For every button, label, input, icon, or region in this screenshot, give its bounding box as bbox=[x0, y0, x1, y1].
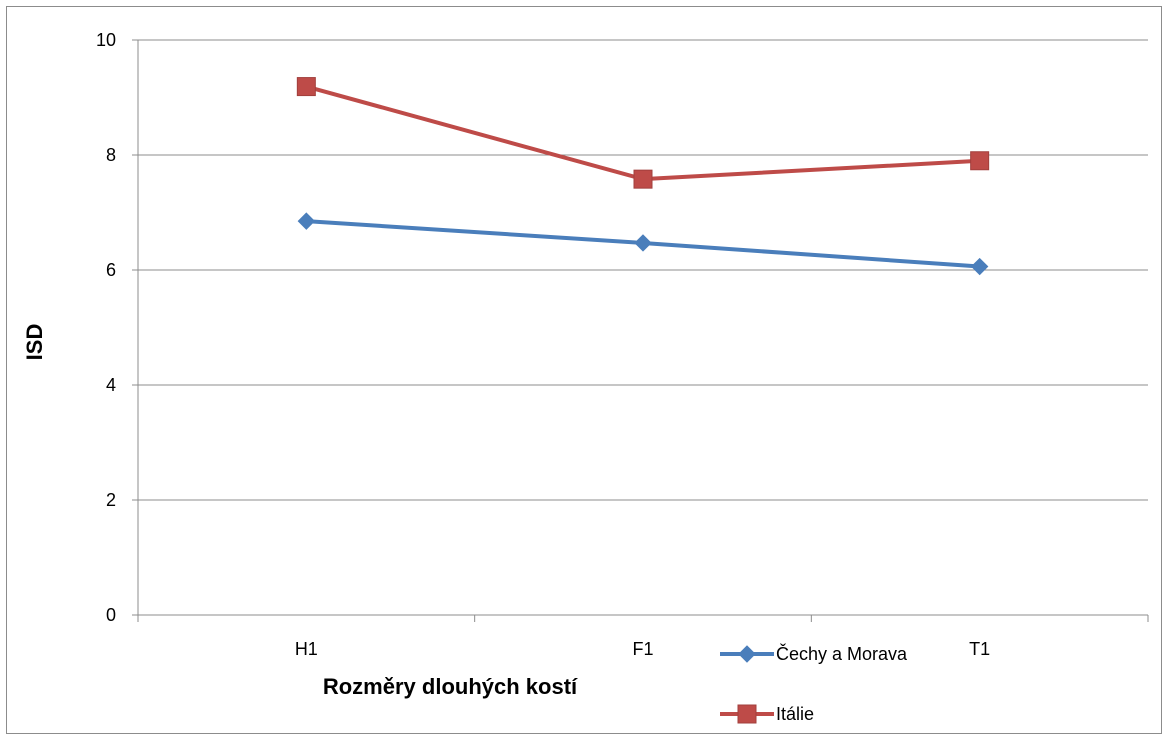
y-tick-label: 2 bbox=[106, 490, 116, 510]
x-tick-labels: H1 F1 T1 bbox=[295, 639, 990, 659]
legend-item: Itálie bbox=[720, 704, 814, 724]
y-tick-label: 8 bbox=[106, 145, 116, 165]
data-point bbox=[297, 212, 316, 230]
legend-marker bbox=[737, 704, 757, 724]
gridlines bbox=[138, 39, 1148, 501]
legend-label: Itálie bbox=[776, 704, 814, 724]
y-axis-title: ISD bbox=[22, 324, 47, 361]
data-point bbox=[970, 151, 990, 171]
series-layer bbox=[296, 77, 990, 276]
series-2 bbox=[296, 77, 990, 189]
data-point bbox=[633, 169, 653, 189]
axes bbox=[132, 39, 1149, 622]
x-tick-label: F1 bbox=[632, 639, 653, 659]
data-point bbox=[970, 257, 989, 276]
series-line bbox=[305, 84, 980, 182]
series-1 bbox=[297, 212, 989, 276]
y-tick-label: 10 bbox=[96, 30, 116, 50]
legend: Čechy a Morava Itálie bbox=[720, 643, 908, 724]
y-tick-label: 4 bbox=[106, 375, 116, 395]
data-point bbox=[296, 77, 316, 97]
y-tick-label: 6 bbox=[106, 260, 116, 280]
x-axis-title: Rozměry dlouhých kostí bbox=[323, 674, 578, 699]
x-tick-label: T1 bbox=[969, 639, 990, 659]
x-tick-label: H1 bbox=[295, 639, 318, 659]
legend-item: Čechy a Morava bbox=[720, 643, 908, 664]
data-point bbox=[634, 234, 652, 252]
legend-label: Čechy a Morava bbox=[776, 643, 908, 664]
chart-frame bbox=[6, 6, 1162, 734]
legend-marker bbox=[738, 645, 756, 663]
y-tick-labels: 0 2 4 6 8 10 bbox=[96, 30, 116, 625]
y-tick-label: 0 bbox=[106, 605, 116, 625]
